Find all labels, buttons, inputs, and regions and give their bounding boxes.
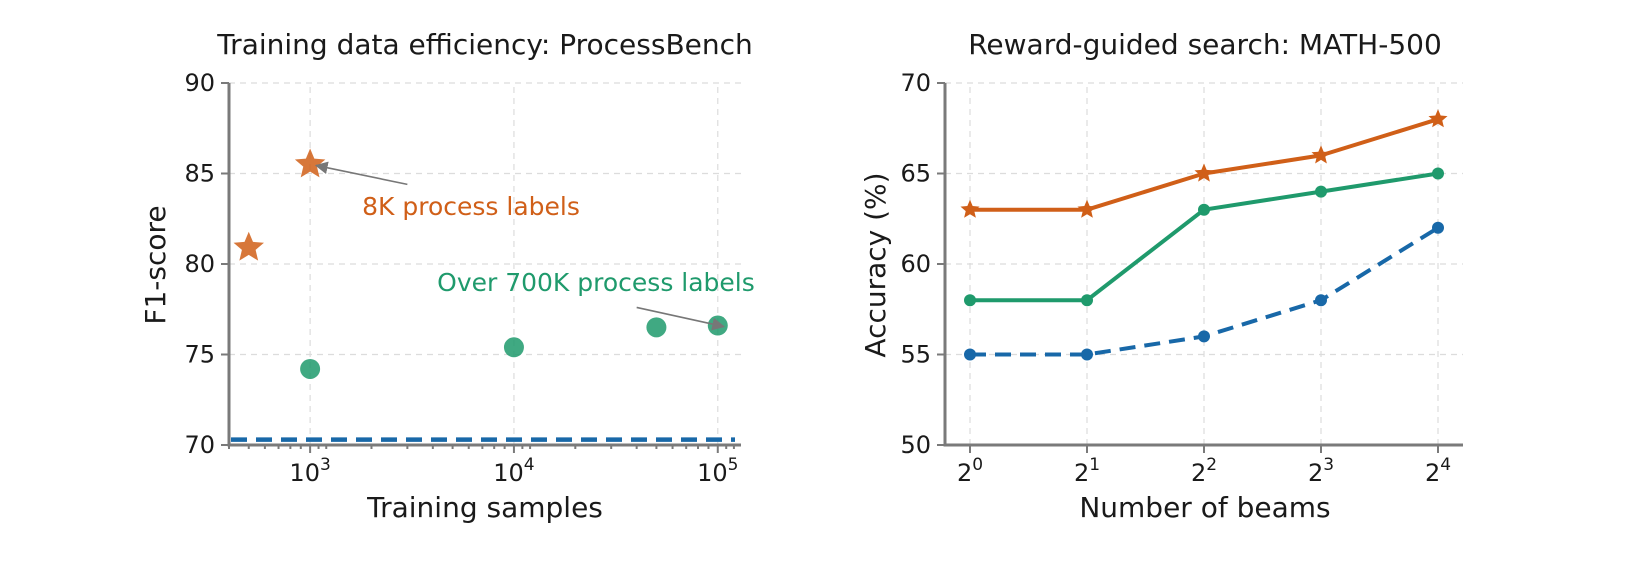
data-point-star — [1428, 109, 1448, 128]
x-tick-label: 20 — [957, 455, 983, 487]
chart-title: Reward-guided search: MATH-500 — [968, 28, 1442, 61]
x-tick-label: 23 — [1308, 455, 1334, 487]
axis-layer: 70 75 80 85 90 103 104 105 — [184, 69, 741, 487]
annotation-layer: 8K process labels Over 700K process label… — [314, 161, 755, 331]
data-point-circle — [1432, 167, 1444, 180]
data-point-circle — [1198, 203, 1210, 216]
annotation-arrow — [636, 306, 726, 331]
data-point-circle — [1432, 221, 1444, 234]
annotation-label: 8K process labels — [362, 192, 580, 221]
y-axis-label: F1-score — [139, 205, 172, 324]
annotation-label: Over 700K process labels — [437, 268, 755, 297]
x-tick-label: 105 — [697, 455, 738, 487]
y-axis-label: Accuracy (%) — [859, 172, 892, 357]
data-point-circle — [300, 358, 321, 379]
data-point-circle — [1081, 348, 1093, 361]
grid-layer — [229, 82, 741, 446]
y-tick-label: 50 — [900, 431, 931, 459]
x-tick-label: 22 — [1191, 455, 1217, 487]
series-line-green — [970, 171, 1439, 303]
data-point-circle — [1315, 294, 1327, 307]
x-axis-label: Number of beams — [1079, 491, 1330, 524]
y-tick-label: 85 — [184, 160, 215, 188]
data-point-circle — [1081, 294, 1093, 307]
data-point-circle — [964, 348, 976, 361]
x-tick-label: 24 — [1425, 455, 1451, 487]
data-point-star — [1311, 145, 1331, 164]
annotation-arrow — [314, 161, 408, 186]
y-tick-label: 65 — [900, 160, 931, 188]
axis-layer: 50 55 60 65 70 20 21 22 23 24 — [900, 69, 1463, 487]
x-tick-label: 103 — [289, 455, 330, 487]
data-point-circle — [964, 294, 976, 307]
chart-reward-guided-search: 50 55 60 65 70 20 21 22 23 24 Reward-guided searc… — [859, 28, 1463, 524]
y-tick-label: 60 — [900, 250, 931, 278]
chart-training-efficiency: 8K process labels Over 700K process label… — [139, 28, 755, 524]
data-point-circle — [1198, 330, 1210, 343]
data-point-circle — [646, 317, 667, 338]
data-point-star — [960, 199, 980, 218]
x-axis-label: Training samples — [366, 491, 603, 524]
data-point-star — [233, 231, 264, 261]
x-tick-label: 21 — [1074, 455, 1100, 487]
x-tick-label: 104 — [493, 455, 534, 487]
y-tick-label: 70 — [900, 69, 931, 97]
data-layer — [960, 109, 1448, 361]
y-tick-label: 55 — [900, 341, 931, 369]
data-point-star — [1077, 199, 1097, 218]
y-tick-label: 80 — [184, 250, 215, 278]
y-tick-label: 75 — [184, 341, 215, 369]
data-point-circle — [1315, 185, 1327, 198]
y-tick-label: 70 — [184, 431, 215, 459]
chart-title: Training data efficiency: ProcessBench — [216, 28, 753, 61]
data-point-star — [1194, 163, 1214, 182]
y-tick-label: 90 — [184, 69, 215, 97]
data-point-circle — [503, 337, 524, 358]
